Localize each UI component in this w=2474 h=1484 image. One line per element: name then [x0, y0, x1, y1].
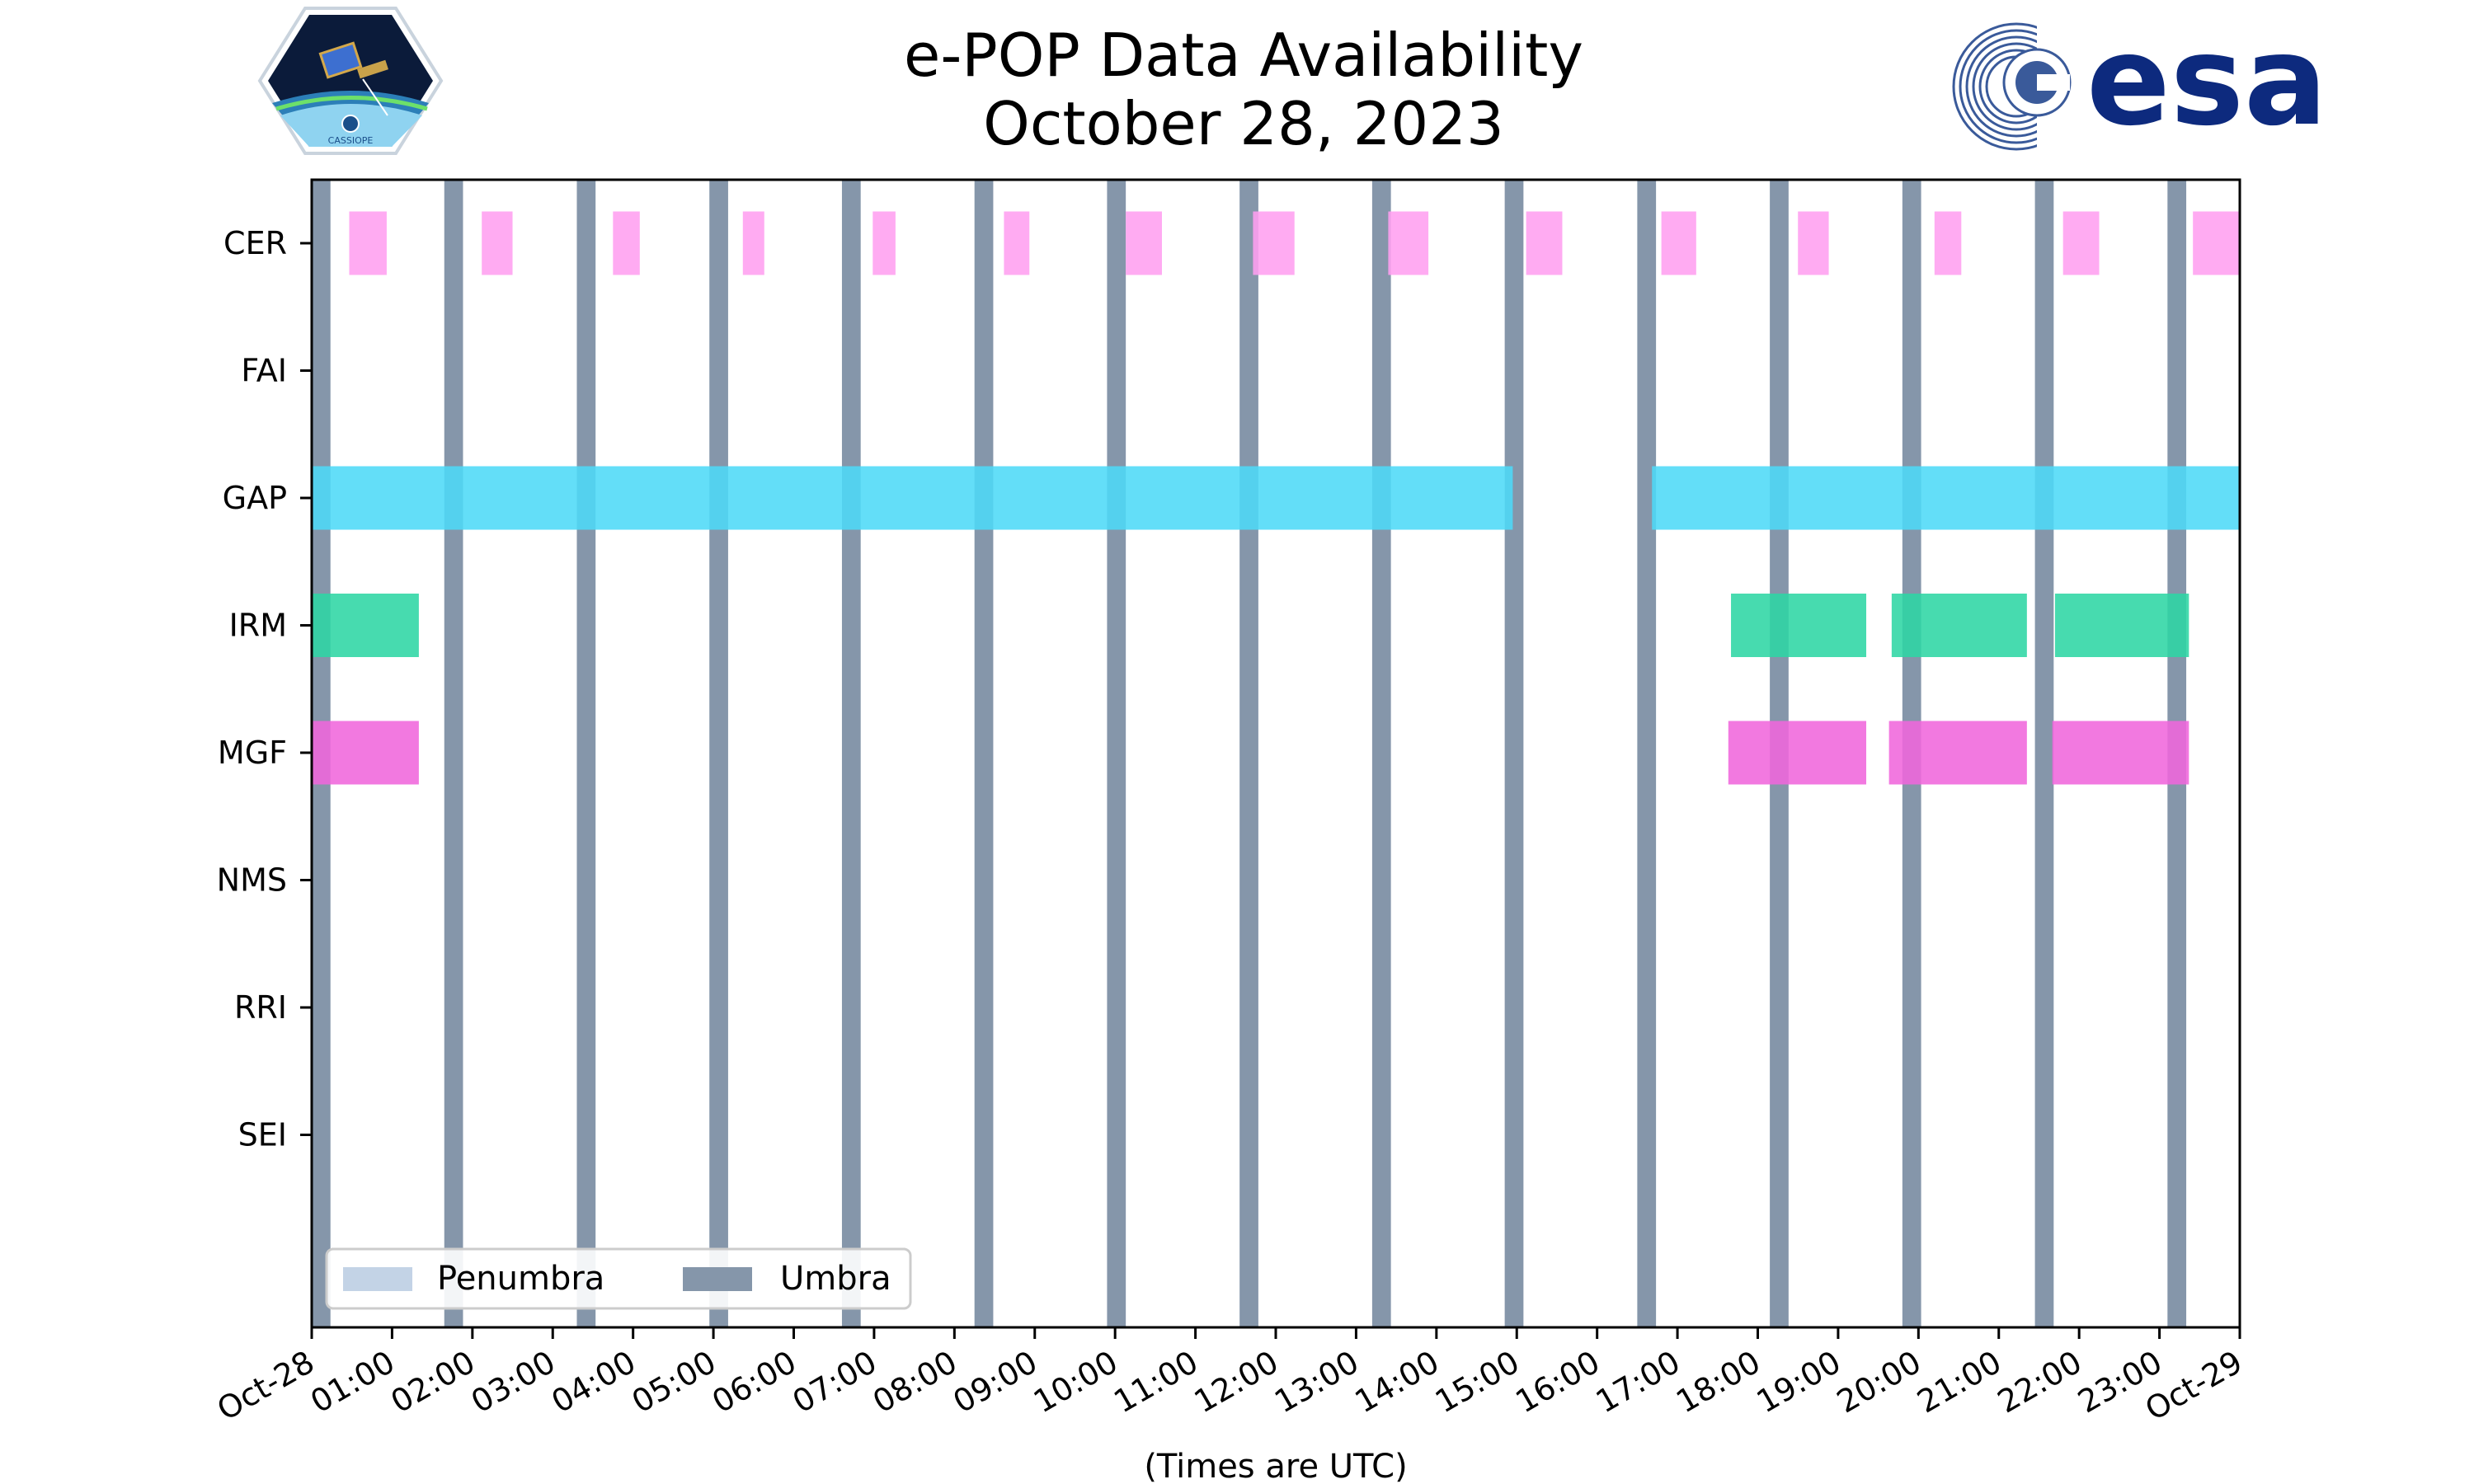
x-tick-label: 08:00 [867, 1344, 963, 1421]
data-bars [312, 211, 2240, 785]
y-tick-label: NMS [217, 862, 287, 899]
bar-irm [1891, 594, 2027, 657]
bar-cer [1798, 211, 1829, 275]
y-tick-label: CER [223, 225, 287, 261]
x-tick-label: 16:00 [1509, 1344, 1606, 1421]
bar-gap [312, 466, 1513, 530]
cassiope-logo: CASSIOPE [257, 7, 444, 155]
y-tick-label: RRI [234, 989, 287, 1026]
bar-irm [1731, 594, 1867, 657]
bar-cer [1004, 211, 1030, 275]
bar-cer [2193, 211, 2240, 275]
x-tick-label: 13:00 [1268, 1344, 1365, 1421]
umbra-band [974, 180, 994, 1327]
x-tick-label: 09:00 [947, 1344, 1043, 1421]
umbra-band [841, 180, 861, 1327]
bar-cer [482, 211, 513, 275]
x-tick-label: 22:00 [1992, 1344, 2088, 1421]
x-tick-label: 05:00 [626, 1344, 722, 1421]
bar-cer [613, 211, 640, 275]
x-tick-label: 07:00 [787, 1344, 883, 1421]
x-tick-label: 19:00 [1751, 1344, 1847, 1421]
umbra-band [1637, 180, 1657, 1327]
x-tick-label: 03:00 [465, 1344, 562, 1421]
bar-cer [872, 211, 896, 275]
bar-cer [349, 211, 387, 275]
esa-logo-text: esa [2086, 10, 2327, 153]
y-tick-label: MGF [218, 735, 287, 771]
bar-cer [1388, 211, 1429, 275]
y-axis: CER FAI GAP IRM MGF NMS RRI SEI [217, 225, 312, 1153]
x-tick-label: 17:00 [1590, 1344, 1686, 1421]
x-tick-label: 21:00 [1911, 1344, 2007, 1421]
x-tick-label: 14:00 [1348, 1344, 1445, 1421]
bar-mgf [1888, 721, 2027, 785]
umbra-band [1371, 180, 1391, 1327]
bar-cer [2062, 211, 2100, 275]
umbra-band [1107, 180, 1126, 1327]
bar-irm [312, 594, 419, 657]
bar-cer [1661, 211, 1696, 275]
x-tick-label: 02:00 [384, 1344, 481, 1421]
bar-cer [1934, 211, 1962, 275]
x-tick-label: 20:00 [1831, 1344, 1927, 1421]
bar-mgf [1728, 721, 1867, 785]
umbra-band [2034, 180, 2054, 1327]
x-tick-label: Oct-28 [211, 1344, 321, 1428]
x-tick-label: 18:00 [1670, 1344, 1766, 1421]
legend-label-umbra: Umbra [780, 1260, 891, 1298]
esa-logo: esa [1952, 10, 2327, 153]
umbra-band [1504, 180, 1524, 1327]
x-tick-label: 04:00 [545, 1344, 642, 1421]
cassiope-logo-text: CASSIOPE [328, 135, 374, 146]
legend-swatch-umbra [683, 1267, 752, 1291]
x-tick-label: 15:00 [1429, 1344, 1526, 1421]
chart-title-line2: October 28, 2023 [983, 89, 1504, 158]
bar-mgf [2052, 721, 2189, 785]
x-tick-label: 06:00 [706, 1344, 802, 1421]
bar-cer [1126, 211, 1162, 275]
x-tick-label: 12:00 [1188, 1344, 1285, 1421]
x-tick-label: 11:00 [1108, 1344, 1204, 1421]
x-axis: Oct-2801:0002:0003:0004:0005:0006:0007:0… [211, 1327, 2249, 1428]
x-tick-label: 01:00 [304, 1344, 401, 1421]
umbra-band [709, 180, 728, 1327]
x-axis-label: (Times are UTC) [1144, 1448, 1407, 1484]
bar-mgf [312, 721, 419, 785]
umbra-band [1239, 180, 1258, 1327]
y-tick-label: FAI [241, 353, 287, 389]
x-tick-label: 10:00 [1028, 1344, 1124, 1421]
legend-box [325, 1247, 912, 1310]
y-tick-label: IRM [229, 608, 287, 644]
legend-swatch-penumbra [343, 1267, 412, 1291]
plot-area: CER FAI GAP IRM MGF NMS RRI SEI Oct-2801:0002:0… [211, 178, 2249, 1428]
y-tick-label: SEI [238, 1117, 287, 1153]
legend-label-penumbra: Penumbra [437, 1260, 604, 1298]
bar-gap [1652, 466, 2240, 530]
y-tick-label: GAP [223, 480, 287, 516]
umbra-band [576, 180, 596, 1327]
umbra-band [444, 180, 463, 1327]
bar-cer [1253, 211, 1295, 275]
bar-cer [1526, 211, 1563, 275]
bar-irm [2054, 594, 2189, 657]
bar-cer [742, 211, 764, 275]
legend: Penumbra Umbra [325, 1247, 912, 1310]
chart-title-line1: e-POP Data Availability [904, 21, 1583, 90]
